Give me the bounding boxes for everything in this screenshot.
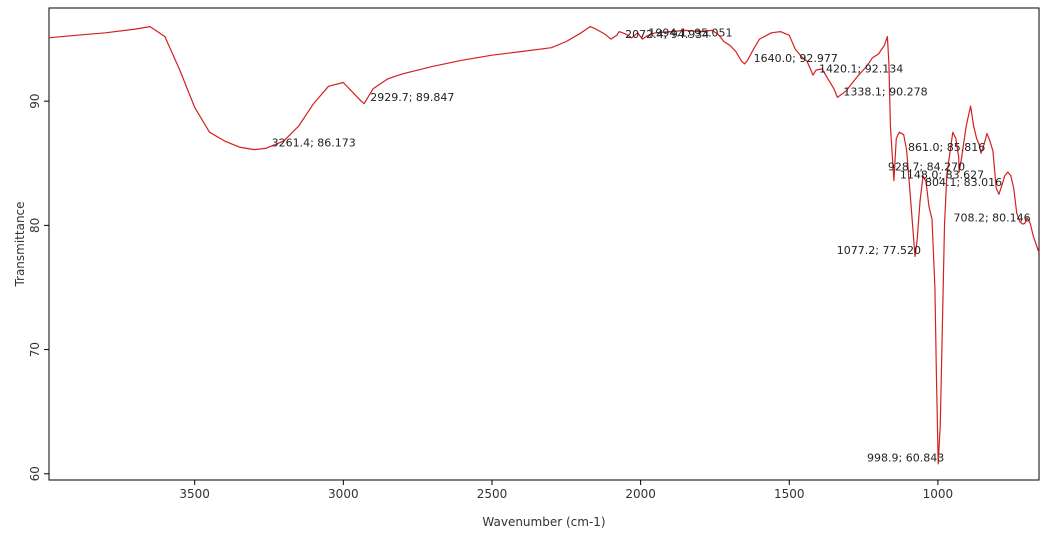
peak-label: 1640.0; 92.977 <box>754 52 838 65</box>
x-axis: 3500 3000 2500 2000 1500 1000 <box>179 480 953 501</box>
x-tick-label: 3000 <box>328 487 359 501</box>
peak-label: 1077.2; 77.520 <box>837 244 921 257</box>
transmittance-series-line <box>48 26 1040 465</box>
x-tick-label: 1000 <box>923 487 954 501</box>
peak-label: 708.2; 80.146 <box>953 212 1030 225</box>
peak-label: 928.7; 84.270 <box>888 160 965 173</box>
y-tick-label: 70 <box>28 342 42 357</box>
peak-label: 1420.1; 92.134 <box>819 63 903 76</box>
x-tick-label: 2500 <box>477 487 508 501</box>
peak-annotations: 3261.4; 86.173 2929.7; 89.847 2072.4; 94.9… <box>272 26 1031 464</box>
peak-label: 1994.1; 95.051 <box>648 26 732 39</box>
peak-label: 2929.7; 89.847 <box>370 91 454 104</box>
peak-label: 3261.4; 86.173 <box>272 137 356 150</box>
x-tick-label: 3500 <box>179 487 210 501</box>
peak-label: 1148.0; 83.627 <box>900 168 984 181</box>
peak-label: 998.9; 60.843 <box>867 451 944 464</box>
y-tick-label: 80 <box>28 218 42 233</box>
y-axis-label: Transmittance <box>13 201 27 287</box>
peak-label: 1338.1; 90.278 <box>843 86 927 99</box>
peak-label: 861.0; 85.816 <box>908 141 985 154</box>
x-tick-label: 2000 <box>625 487 656 501</box>
x-tick-label: 1500 <box>774 487 805 501</box>
y-axis: 60 70 80 90 <box>28 94 49 481</box>
peak-label: 804.1; 83.016 <box>925 176 1002 189</box>
series-layer <box>48 26 1040 465</box>
x-axis-label: Wavenumber (cm-1) <box>482 515 605 529</box>
plot-frame <box>48 7 1040 481</box>
peak-label: 2072.4; 94.934 <box>625 28 709 41</box>
y-tick-label: 60 <box>28 466 42 481</box>
y-tick-label: 90 <box>28 94 42 109</box>
